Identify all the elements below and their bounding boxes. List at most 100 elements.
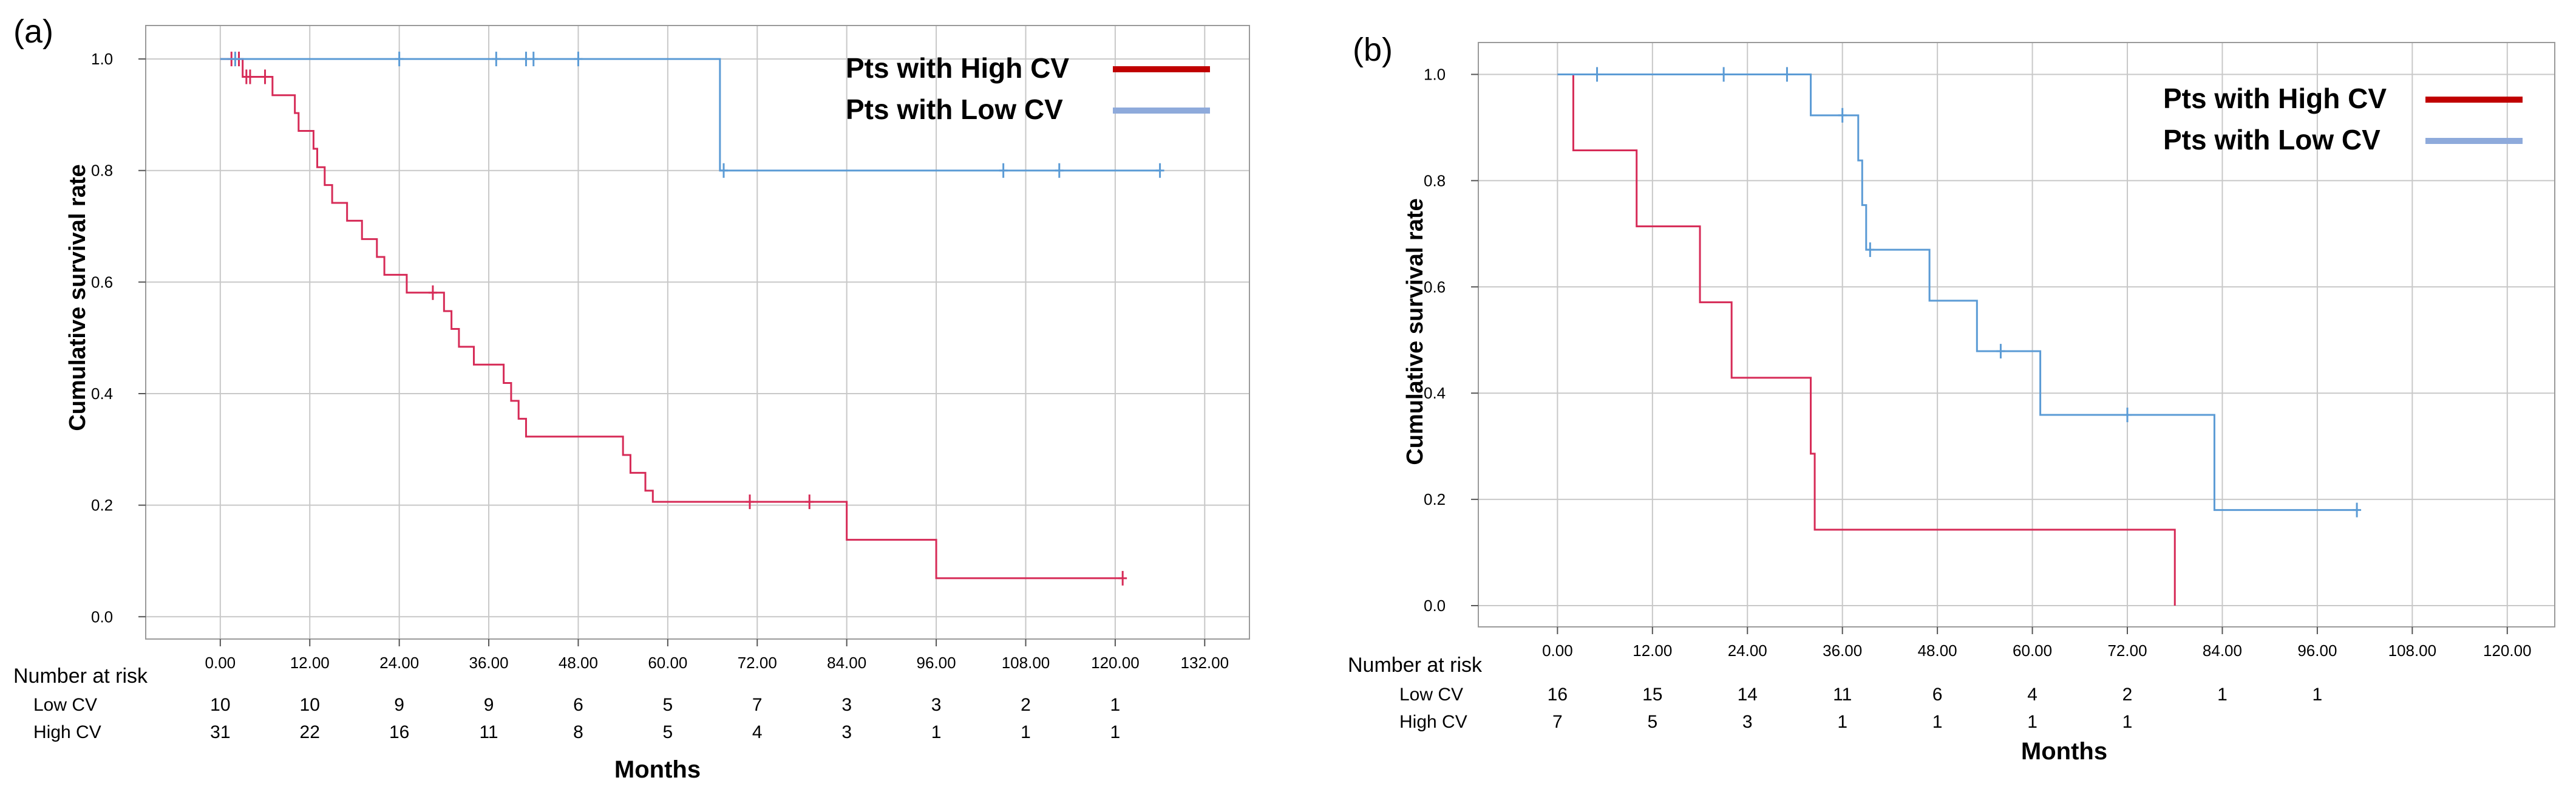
- x-tick-label: 12.00: [290, 654, 330, 672]
- risk-count: 22: [300, 722, 320, 742]
- risk-count: 9: [394, 695, 404, 715]
- risk-count: 5: [663, 722, 673, 742]
- legend-label: Pts with Low CV: [846, 94, 1063, 125]
- x-tick-label: 60.00: [2013, 641, 2052, 660]
- risk-count: 11: [1833, 685, 1852, 705]
- legend-label: Pts with High CV: [2163, 83, 2387, 114]
- risk-count: 16: [1548, 685, 1568, 705]
- risk-count: 3: [841, 695, 852, 715]
- y-tick-label: 0.2: [91, 496, 113, 515]
- risk-count: 15: [1642, 685, 1662, 705]
- survival-curve-high-cv: [1557, 73, 2176, 606]
- x-axis-label: Months: [614, 756, 701, 783]
- x-tick-label: 24.00: [1728, 641, 1767, 660]
- risk-count: 1: [2122, 712, 2133, 732]
- x-tick-label: 84.00: [827, 654, 866, 672]
- risk-count: 1: [2027, 712, 2037, 732]
- x-tick-label: 48.00: [1918, 641, 1957, 660]
- risk-count: 1: [1110, 722, 1121, 742]
- risk-row-label: Low CV: [1399, 685, 1463, 705]
- survival-curve-low-cv: [1557, 73, 2357, 511]
- y-tick-label: 1.0: [91, 50, 113, 68]
- x-tick-label: 12.00: [1633, 641, 1672, 660]
- risk-count: 2: [1021, 695, 1031, 715]
- risk-count: 3: [841, 722, 852, 742]
- x-tick-label: 120.00: [1091, 654, 1140, 672]
- y-axis-label: Cumulative survival rate: [65, 164, 90, 431]
- risk-count: 4: [2027, 685, 2037, 705]
- risk-count: 8: [573, 722, 583, 742]
- risk-count: 1: [1110, 695, 1121, 715]
- risk-count: 6: [1932, 685, 1943, 705]
- x-tick-label: 48.00: [559, 654, 598, 672]
- risk-row-label: High CV: [1399, 712, 1467, 732]
- y-tick-label: 0.6: [91, 273, 113, 291]
- legend-label: Pts with Low CV: [2163, 124, 2381, 156]
- risk-count: 1: [931, 722, 942, 742]
- risk-count: 6: [573, 695, 583, 715]
- survival-curve-low-cv: [220, 58, 1160, 172]
- x-tick-label: 24.00: [379, 654, 419, 672]
- x-axis-label: Months: [2021, 738, 2107, 765]
- panel-b: (b) 0.00 12.00 24.00 36.00 48.00 60.00 72.00 84.…: [1348, 32, 2555, 765]
- y-tick-label: 0.8: [91, 162, 113, 180]
- risk-count: 3: [1742, 712, 1753, 732]
- risk-count: 7: [752, 695, 763, 715]
- legend-label: Pts with High CV: [846, 52, 1069, 84]
- x-tick-label: 36.00: [1823, 641, 1862, 660]
- y-tick-label: 0.4: [91, 385, 113, 403]
- x-tick-label: 120.00: [2483, 641, 2532, 660]
- y-tick-label: 0.2: [1424, 490, 1446, 508]
- risk-count: 1: [1932, 712, 1943, 732]
- risk-table-title: Number at risk: [1348, 654, 1483, 677]
- x-tick-label: 36.00: [469, 654, 509, 672]
- risk-row-label: Low CV: [33, 695, 97, 715]
- y-axis-label: Cumulative survival rate: [1402, 198, 1428, 465]
- x-tick-label: 60.00: [648, 654, 687, 672]
- y-tick-label: 0.8: [1424, 171, 1446, 190]
- x-tick-label: 0.00: [205, 654, 236, 672]
- x-tick-label: 0.00: [1542, 641, 1573, 660]
- risk-count: 16: [389, 722, 409, 742]
- panel-label: (b): [1353, 32, 1393, 68]
- survival-curve-high-cv: [220, 58, 1123, 579]
- x-tick-label: 96.00: [2297, 641, 2337, 660]
- risk-count: 3: [931, 695, 942, 715]
- plot-frame: [1478, 42, 2555, 627]
- x-tick-label: 96.00: [917, 654, 956, 672]
- y-tick-label: 0.4: [1424, 384, 1446, 402]
- risk-count: 14: [1738, 685, 1758, 705]
- y-tick-label: 0.0: [91, 607, 113, 626]
- risk-count: 1: [1837, 712, 1847, 732]
- x-tick-label: 132.00: [1181, 654, 1229, 672]
- risk-count: 10: [210, 695, 230, 715]
- plot-frame: [145, 25, 1250, 640]
- x-tick-label: 108.00: [1002, 654, 1050, 672]
- y-tick-label: 1.0: [1424, 65, 1446, 83]
- y-tick-label: 0.0: [1424, 597, 1446, 615]
- x-tick-label: 72.00: [738, 654, 777, 672]
- risk-count: 2: [2122, 685, 2133, 705]
- risk-table-title: Number at risk: [13, 665, 148, 688]
- x-tick-label: 108.00: [2388, 641, 2437, 660]
- risk-count: 5: [663, 695, 673, 715]
- y-tick-label: 0.6: [1424, 278, 1446, 296]
- panel-a: (a) 0.00 12.00 24.00 36.00 48.00 60.00 72.00 84.…: [13, 13, 1250, 783]
- risk-count: 1: [2313, 685, 2323, 705]
- risk-row-label: High CV: [33, 722, 101, 742]
- risk-count: 5: [1647, 712, 1657, 732]
- risk-count: 7: [1552, 712, 1563, 732]
- risk-count: 1: [2217, 685, 2228, 705]
- risk-count: 4: [752, 722, 763, 742]
- risk-count: 1: [1021, 722, 1031, 742]
- risk-count: 31: [210, 722, 230, 742]
- panel-label: (a): [13, 13, 53, 50]
- risk-count: 10: [300, 695, 320, 715]
- risk-count: 11: [479, 722, 498, 742]
- x-tick-label: 84.00: [2203, 641, 2242, 660]
- risk-count: 9: [484, 695, 494, 715]
- x-tick-label: 72.00: [2107, 641, 2147, 660]
